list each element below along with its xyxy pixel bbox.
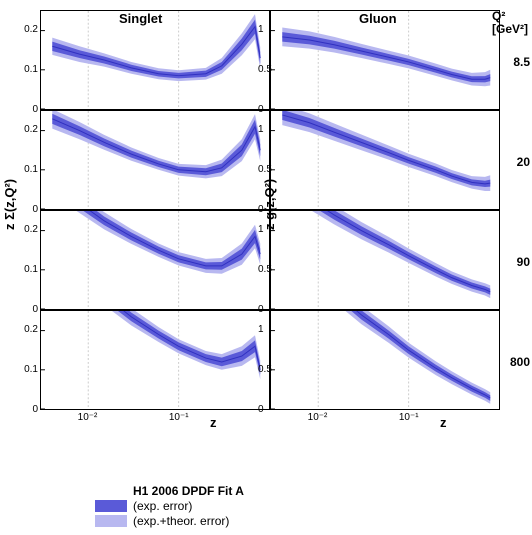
- ytick: 0: [258, 104, 264, 115]
- ytick: 0: [32, 404, 38, 415]
- ytick: 0: [32, 304, 38, 315]
- ytick: 1: [258, 324, 264, 335]
- xtick: 10⁻¹: [399, 412, 419, 423]
- ytick: 0: [258, 204, 264, 215]
- legend: H1 2006 DPDF Fit A (exp. error) (exp.+th…: [95, 484, 244, 529]
- xtick: 10⁻²: [78, 412, 98, 423]
- xtick: 10⁻²: [308, 412, 328, 423]
- ytick: 0.1: [24, 164, 38, 175]
- ytick: 1: [258, 224, 264, 235]
- panel-gluon-3: [270, 310, 500, 410]
- ylabel-left: z Σ(z,Q²): [2, 179, 17, 230]
- q2-1: 20: [517, 155, 530, 169]
- swatch-outer: [95, 515, 127, 527]
- title-gluon: Gluon: [355, 11, 401, 26]
- panel-singlet-3: [40, 310, 270, 410]
- panel-singlet-1: [40, 110, 270, 210]
- swatch-inner: [95, 500, 127, 512]
- ytick: 0: [32, 104, 38, 115]
- xlabel-right: z: [440, 415, 447, 430]
- legend-outer: (exp.+theor. error): [133, 514, 229, 528]
- ytick: 0.1: [24, 364, 38, 375]
- legend-inner: (exp. error): [133, 499, 192, 513]
- ytick: 0.5: [258, 264, 272, 275]
- ytick: 0.5: [258, 164, 272, 175]
- panel-gluon-2: [270, 210, 500, 310]
- q2-3: 800: [510, 355, 530, 369]
- ytick: 0: [258, 304, 264, 315]
- ytick: 0.2: [24, 124, 38, 135]
- panel-gluon-1: [270, 110, 500, 210]
- q2-0: 8.5: [513, 55, 530, 69]
- ytick: 1: [258, 24, 264, 35]
- ytick: 1: [258, 124, 264, 135]
- ytick: 0.1: [24, 264, 38, 275]
- panel-singlet-2: [40, 210, 270, 310]
- ytick: 0.1: [24, 64, 38, 75]
- q2-2: 90: [517, 255, 530, 269]
- xtick: 10⁻¹: [169, 412, 189, 423]
- ytick: 0.2: [24, 24, 38, 35]
- legend-title: H1 2006 DPDF Fit A: [133, 484, 244, 498]
- xlabel-left: z: [210, 415, 217, 430]
- ytick: 0: [32, 204, 38, 215]
- ytick: 0.5: [258, 364, 272, 375]
- ytick: 0.2: [24, 224, 38, 235]
- ytick: 0.5: [258, 64, 272, 75]
- ytick: 0: [258, 404, 264, 415]
- ytick: 0.2: [24, 324, 38, 335]
- title-singlet: Singlet: [115, 11, 166, 26]
